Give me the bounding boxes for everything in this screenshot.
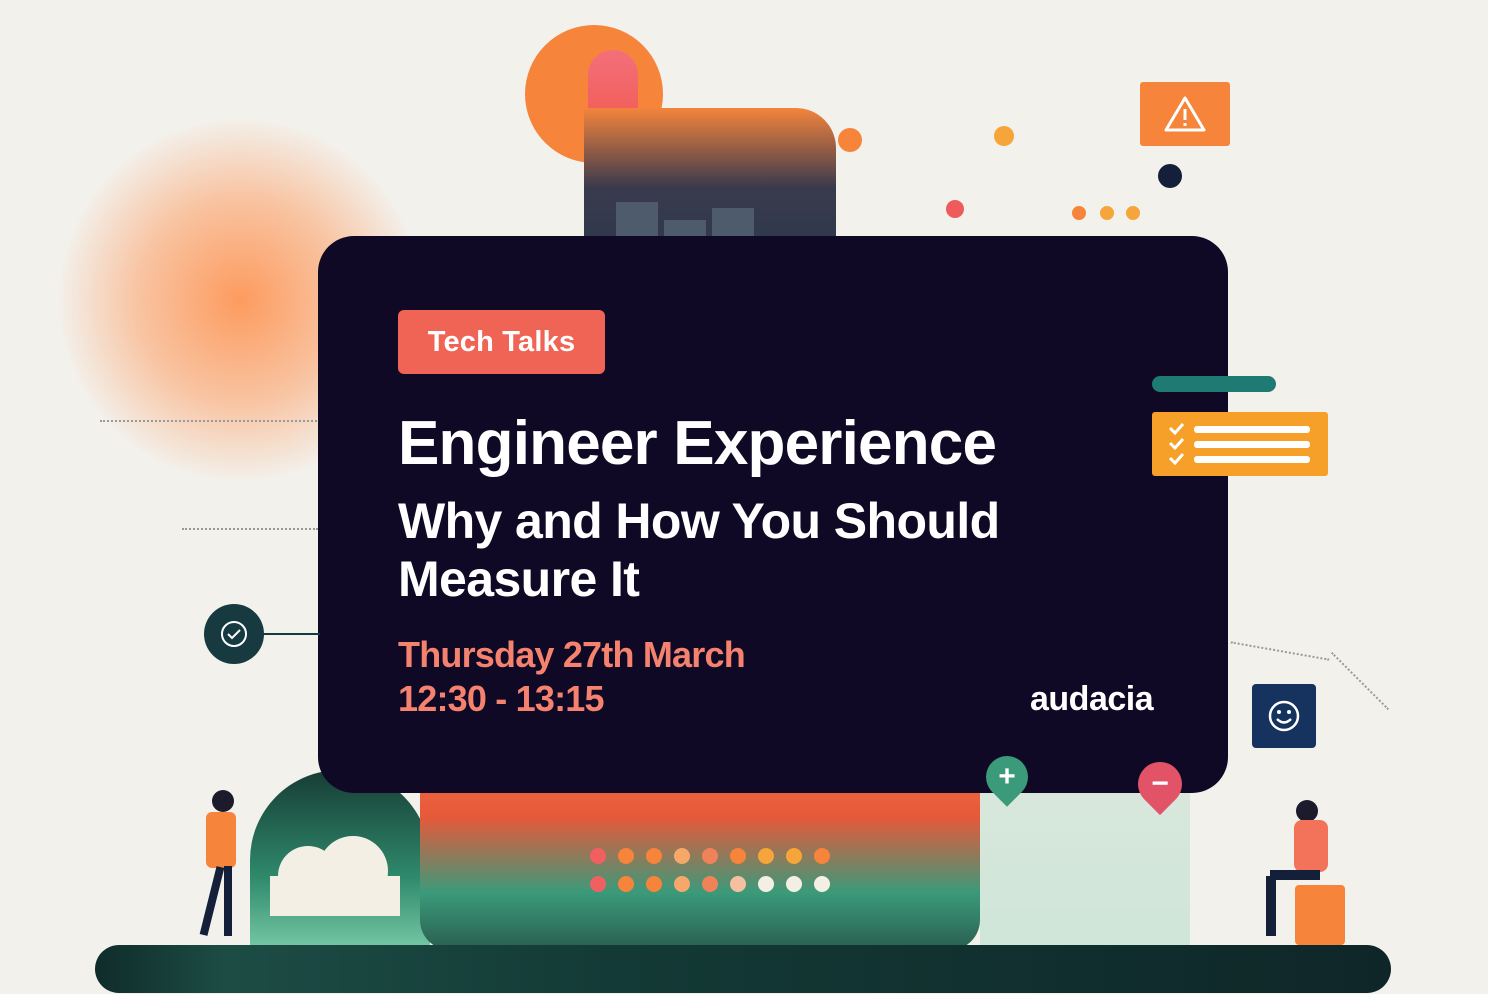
plus-symbol: + — [998, 760, 1016, 793]
cloud-base-decoration — [270, 876, 400, 916]
minus-symbol: − — [1151, 767, 1169, 800]
person-left-illustration — [196, 790, 256, 940]
orange-seat-illustration — [1295, 885, 1345, 945]
checklist-icon — [1152, 412, 1328, 476]
person-right-illustration — [1262, 800, 1342, 940]
category-tag: Tech Talks — [398, 310, 605, 374]
audacia-logo: audacia — [1030, 680, 1154, 718]
ground-platform — [95, 945, 1391, 993]
dots-decoration — [1126, 206, 1140, 220]
indicator-dots-row — [590, 876, 842, 897]
subtitle-line-2: Measure It — [398, 551, 640, 607]
progress-bar-decoration — [1152, 376, 1276, 392]
subtitle-line-1: Why and How You Should — [398, 493, 1000, 549]
dots-decoration — [838, 128, 862, 152]
minus-pin-icon: − — [1128, 752, 1192, 816]
dots-decoration — [994, 126, 1014, 146]
event-time: 12:30 - 13:15 — [398, 678, 605, 719]
dots-decoration — [1072, 206, 1086, 220]
event-title: Engineer Experience — [398, 409, 997, 478]
connector-line — [262, 633, 320, 635]
warning-triangle-icon — [1140, 82, 1230, 146]
dots-decoration — [1158, 164, 1182, 188]
dots-decoration — [946, 200, 964, 218]
plus-pin-icon: + — [977, 747, 1037, 807]
dotted-line-decoration — [100, 420, 320, 422]
dotted-line-decoration — [1331, 652, 1389, 710]
dotted-line-decoration — [182, 528, 318, 530]
smiley-icon — [1252, 684, 1316, 748]
check-circle-icon — [204, 604, 264, 664]
indicator-dots-row — [590, 848, 842, 869]
event-subtitle: Why and How You Should Measure It — [398, 492, 1178, 608]
dots-decoration — [1100, 206, 1114, 220]
dotted-line-decoration — [1230, 641, 1330, 661]
event-date: Thursday 27th March — [398, 634, 746, 675]
